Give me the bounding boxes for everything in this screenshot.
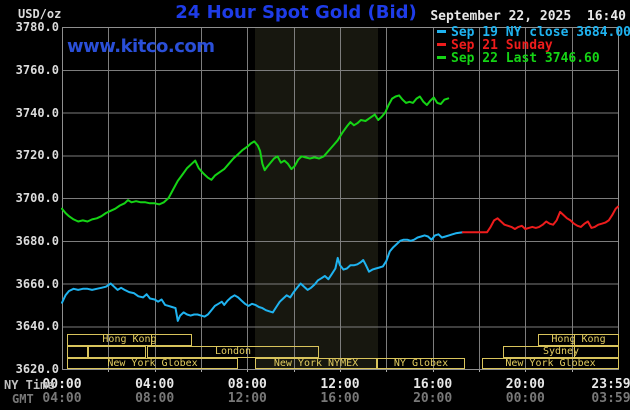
- kitco-watermark-link[interactable]: www.kitco.com: [67, 36, 215, 57]
- x-tick-label-gmt: 20:00: [413, 391, 453, 406]
- session-box-empty: [67, 346, 88, 358]
- x-tick-label-ny: 20:00: [505, 377, 545, 392]
- session-box-new-york-globex: New York Globex: [482, 358, 619, 369]
- x-tick-label-gmt: 04:00: [42, 391, 82, 406]
- session-box-hong-kong: Hong Kong: [67, 334, 192, 346]
- page-title: 24 Hour Spot Gold (Bid): [175, 2, 417, 23]
- x-tick-label-ny: 16:00: [413, 377, 453, 392]
- plot-border: [62, 27, 619, 370]
- chart-datetime: September 22, 2025 16:40: [430, 9, 626, 24]
- legend-item: Sep 22 Last 3746.60: [437, 52, 630, 65]
- y-tick-label: 3720.0: [15, 148, 59, 163]
- session-box-empty: [88, 346, 146, 358]
- x-tick-label-ny: 04:00: [135, 377, 175, 392]
- x-tick-label-ny: 08:00: [227, 377, 267, 392]
- legend-dash-icon: [437, 42, 446, 46]
- x-tick-label-ny: 23:59: [591, 377, 630, 392]
- y-tick-label: 3740.0: [15, 105, 59, 120]
- session-box-divider: [574, 335, 575, 345]
- x-axis-name-gmt: GMT: [12, 392, 34, 406]
- y-axis-unit-label: USD/oz: [18, 7, 62, 21]
- session-box-ny-globex: NY Globex: [377, 358, 465, 369]
- legend: Sep 19 NY close 3684.00 Sep 21 Sunday Sep …: [437, 26, 630, 65]
- legend-label: Sep 21 Sunday: [451, 38, 553, 53]
- x-tick-label-gmt: 03:59: [591, 391, 630, 406]
- legend-item: Sep 19 NY close 3684.00: [437, 26, 630, 39]
- session-box-london: London: [147, 346, 319, 358]
- legend-dash-icon: [437, 29, 446, 33]
- legend-dash-icon: [437, 55, 446, 59]
- legend-label: Sep 22 Last 3746.60: [451, 51, 600, 66]
- series-sep-21-sunday: [461, 205, 619, 234]
- y-tick-label: 3660.0: [15, 276, 59, 291]
- x-tick-label-gmt: 16:00: [320, 391, 360, 406]
- y-tick-label: 3700.0: [15, 191, 59, 205]
- session-box-divider: [151, 335, 152, 345]
- session-box-divider: [574, 347, 575, 357]
- x-tick-label-gmt: 00:00: [505, 391, 545, 406]
- session-box-sydney: Sydney: [503, 346, 619, 358]
- x-tick-label-gmt: 12:00: [227, 391, 267, 406]
- x-axis-name-ny: NY Time: [4, 378, 55, 392]
- y-tick-label: 3760.0: [15, 62, 59, 77]
- session-box-new-york-globex: New York Globex: [67, 358, 238, 369]
- legend-item: Sep 21 Sunday: [437, 39, 630, 52]
- x-tick-label-gmt: 08:00: [135, 391, 175, 406]
- legend-label: Sep 19 NY close 3684.00: [451, 25, 630, 40]
- x-tick-label-ny: 00:00: [42, 377, 82, 392]
- y-tick-label: 3780.0: [15, 20, 59, 34]
- y-tick-label: 3680.0: [15, 233, 59, 248]
- y-tick-label: 3640.0: [15, 319, 59, 334]
- x-tick-label-ny: 12:00: [320, 377, 360, 392]
- y-tick-label: 3620.0: [15, 362, 59, 376]
- session-box-new-york-nymex: New York NYMEX: [255, 358, 377, 369]
- session-box-hong-kong: Hong Kong: [538, 334, 619, 346]
- series-sep-19-ny-close: [61, 231, 464, 322]
- series-sep-22-last: [61, 94, 450, 223]
